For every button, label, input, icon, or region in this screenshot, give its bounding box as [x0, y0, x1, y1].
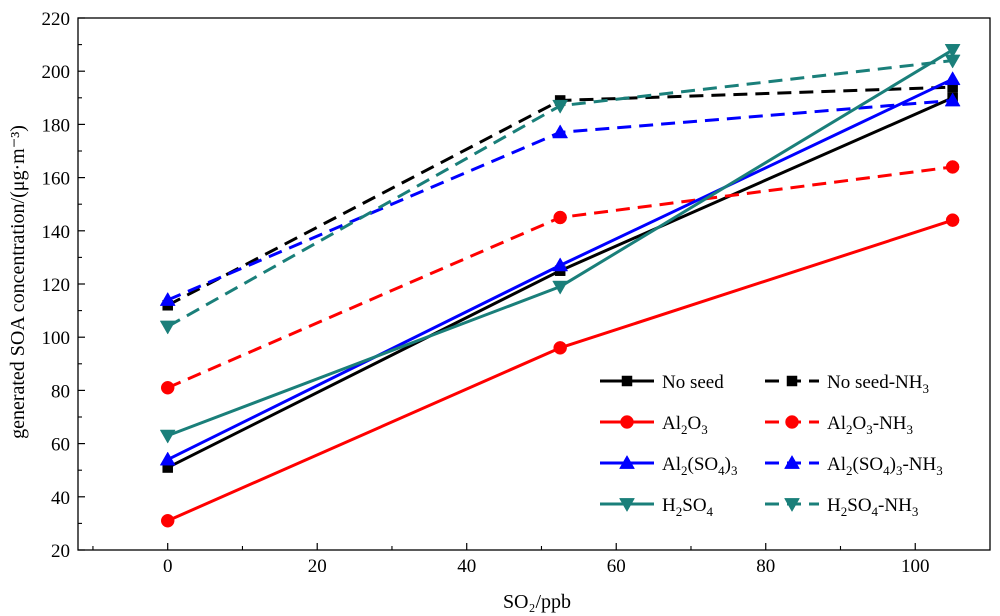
series-5	[159, 92, 961, 306]
x-tick-label: 0	[163, 556, 173, 577]
series-line	[167, 165, 953, 390]
data-point	[620, 415, 634, 429]
legend-item-6	[600, 498, 654, 513]
data-point	[944, 54, 961, 69]
y-tick-label: 20	[51, 541, 70, 562]
y-tick-label: 140	[42, 222, 71, 243]
data-point	[786, 375, 798, 387]
legend-item-2	[600, 415, 654, 429]
x-tick-label: 80	[756, 556, 775, 577]
legend-item-0	[600, 375, 654, 387]
data-point	[159, 320, 176, 335]
legend-label: Al2O3	[662, 413, 708, 437]
legend-label: H2SO4-NH3	[827, 495, 918, 519]
y-tick-label: 40	[51, 488, 70, 509]
data-point	[784, 498, 800, 513]
legend-label: Al2(SO4)3	[662, 454, 737, 478]
data-point	[784, 454, 800, 469]
y-tick-label: 80	[51, 381, 70, 402]
x-tick-label: 40	[457, 556, 476, 577]
x-tick-label: 100	[901, 556, 930, 577]
data-point	[945, 160, 960, 174]
x-axis-title: SO₂/ppb	[503, 591, 571, 613]
series-6	[159, 44, 961, 444]
y-tick-label: 60	[51, 435, 70, 456]
legend-item-1	[765, 375, 819, 387]
legend-label: Al2(SO4)3-NH3	[827, 454, 943, 478]
data-point	[619, 454, 635, 469]
data-point	[621, 375, 633, 387]
data-point	[944, 71, 961, 86]
data-point	[619, 498, 635, 513]
data-point	[552, 124, 569, 139]
y-tick-label: 200	[42, 62, 71, 83]
data-point	[553, 341, 567, 355]
y-tick-label: 180	[42, 115, 71, 136]
axes-layer: 0 20 40 60 80 100 20 40 60 80 100 120 140 160 180 200 22…	[42, 9, 991, 577]
y-tick-label: 160	[42, 169, 71, 190]
x-tick-label: 20	[308, 556, 327, 577]
data-point	[945, 213, 960, 227]
series-1	[162, 81, 958, 311]
legend-label: No seed	[662, 372, 724, 393]
y-tick-label: 100	[42, 328, 71, 349]
series-layer	[159, 44, 961, 528]
data-point	[159, 451, 176, 466]
y-axis-title: generated SOA concentration/(μg·m⁻³)	[7, 125, 29, 439]
legend-item-3	[765, 415, 819, 429]
y-tick-label: 120	[42, 275, 71, 296]
data-point	[160, 513, 175, 528]
series-3	[160, 160, 960, 395]
series-2	[160, 213, 960, 528]
legend-item-7	[765, 498, 819, 513]
data-point	[944, 92, 961, 107]
series-7	[159, 54, 961, 335]
data-point	[552, 257, 569, 272]
data-point	[552, 99, 569, 114]
legend-label: H2SO4	[662, 495, 714, 519]
y-tick-label: 220	[42, 9, 71, 30]
x-tick-label: 60	[607, 556, 626, 577]
legend-label: Al2O3-NH3	[827, 413, 913, 437]
data-point	[160, 380, 175, 395]
data-point	[553, 210, 567, 225]
data-point	[159, 291, 176, 306]
data-point	[785, 415, 799, 429]
legend-item-5	[765, 454, 819, 469]
data-point	[552, 280, 569, 295]
data-point	[944, 44, 961, 58]
series-4	[159, 71, 961, 466]
legend-label: No seed-NH3	[827, 372, 929, 396]
data-point	[159, 429, 176, 444]
legend: No seed No seed-NH3 Al2O3 Al2O3-NH3 Al2(SO4)…	[600, 372, 943, 519]
legend-item-4	[600, 454, 654, 469]
